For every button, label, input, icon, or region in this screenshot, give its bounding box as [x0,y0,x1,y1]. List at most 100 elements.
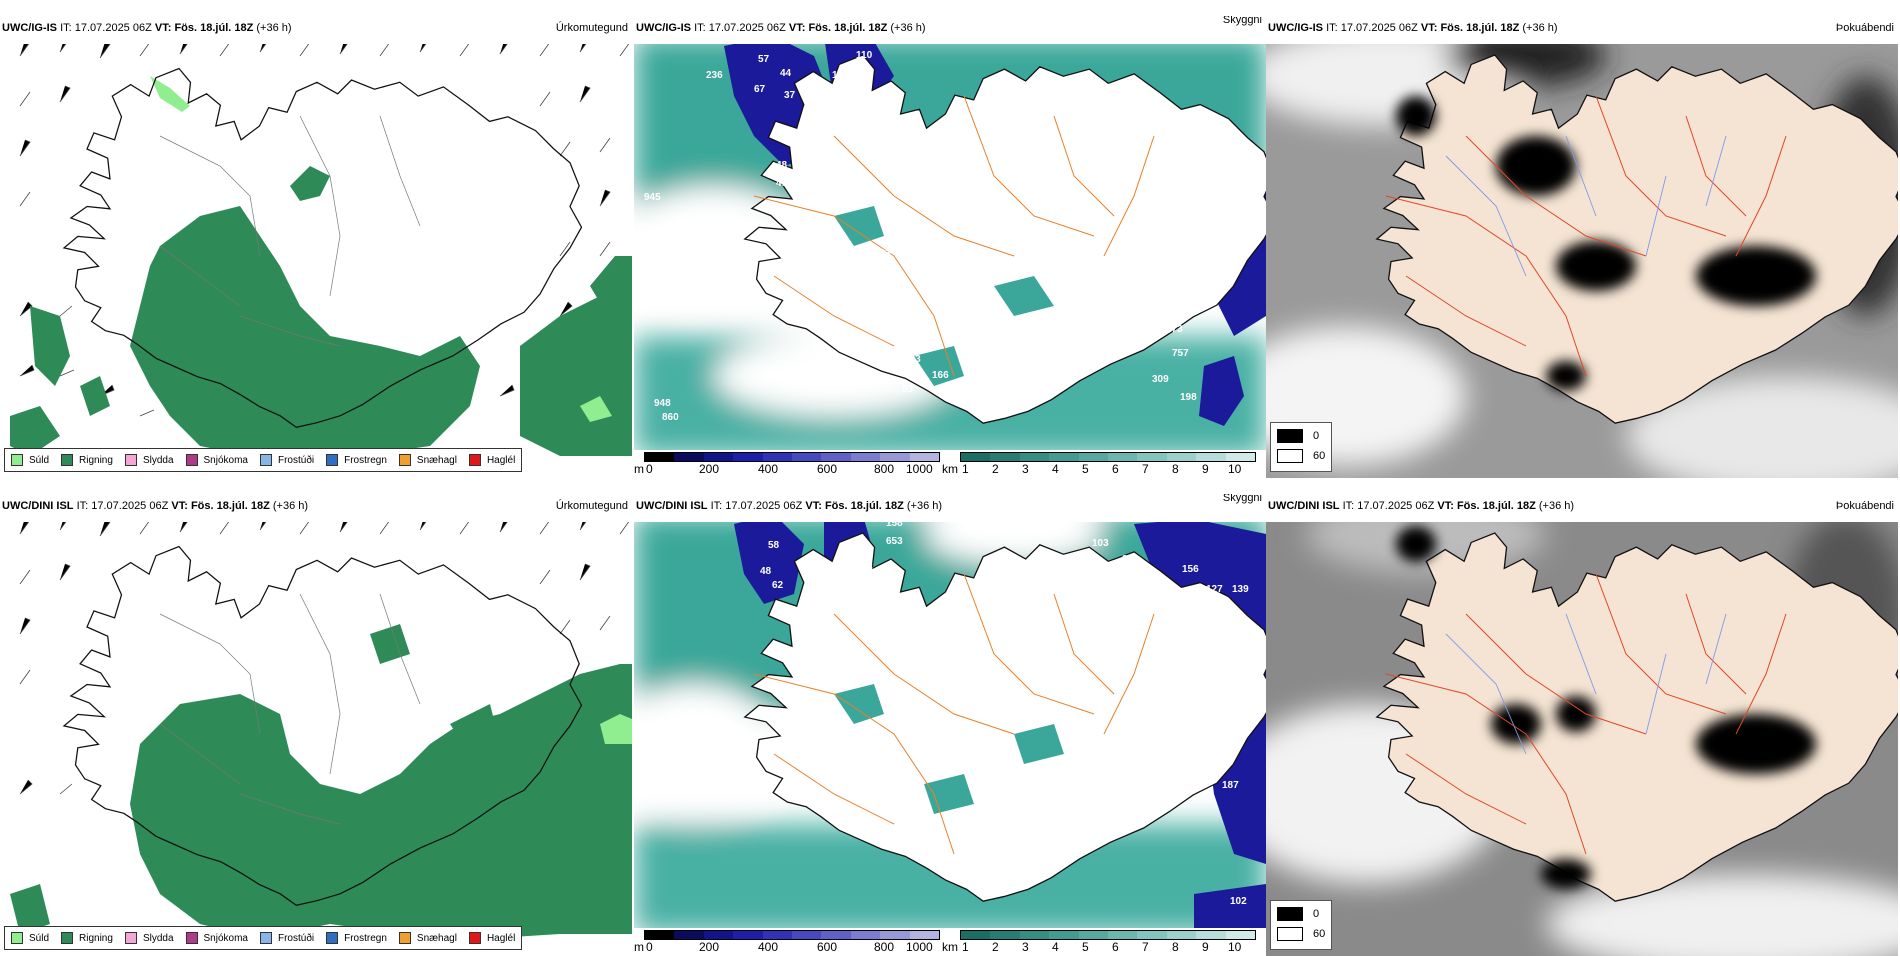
drizzle-areas [150,76,612,422]
visibility-labels: 158 653 58 142 48 188 62 103 84 62 156 1… [760,518,1253,907]
precip-type-legend: Súld Rigning Slydda Snjókoma Frostúði Fr… [4,926,523,950]
colorbar-tick: 600 [817,462,838,476]
visibility-label: 408 [1060,288,1077,299]
colorbar-tick: 3 [1022,940,1029,954]
visibility-label: 62 [1140,574,1152,585]
legend-item-rigning: Rigning [61,932,113,944]
legend-swatch [398,932,411,944]
roads [1385,573,1787,855]
colorbar-tick: 10 [1228,940,1242,954]
field-name: Skyggni [1222,494,1262,504]
legend-swatch [1277,449,1303,463]
colorbar-tick: 4 [1052,940,1059,954]
colorbar-tick: 6 [1112,940,1119,954]
visibility-colorbar: m 0 200 400 600 800 1000 km 1 2 3 4 5 6 … [634,928,1266,956]
colorbar-tick: 800 [874,462,895,476]
fog-patches [1396,96,1816,391]
colorbar-km [960,452,1256,462]
fog-index-map-top [1266,16,1898,478]
visibility-label: 40 [844,268,856,279]
visibility-label: 58 [768,540,780,551]
inland-visibility-patches [834,206,1054,386]
legend-item-sudl: Súld [11,932,49,944]
colorbar-unit-m: m [634,462,644,476]
legend-item-haglel: Haglél [468,932,515,944]
rain-areas [10,624,632,939]
colorbar-meters [644,930,940,940]
visibility-label: 90 [1102,278,1114,289]
visibility-label: 192 [1050,772,1067,783]
legend-swatch [185,932,198,944]
panel-fog-index-top: UWC/IG-IS IT: 17.07.2025 06Z VT: Fös. 18… [1266,16,1898,478]
panel-title: UWC/DINI ISL IT: 17.07.2025 06Z VT: Fös.… [1268,500,1575,512]
colorbar-tick: 0 [646,462,653,476]
legend-swatch [468,932,481,944]
visibility-label: 52 [798,176,810,187]
legend-swatch [11,454,23,466]
visibility-label: 203 [904,354,921,365]
fog-legend-item: 0 [1277,907,1319,921]
visibility-label: 38 [798,122,810,133]
panel-visibility-bottom: 158 653 58 142 48 188 62 103 84 62 156 1… [634,494,1266,956]
visibility-label: 860 [662,412,679,423]
colorbar-tick: 10 [1228,462,1242,476]
colorbar-tick: 7 [1142,462,1149,476]
panel-header: UWC/IG-IS IT: 17.07.2025 06Z VT: Fös. 18… [1266,16,1898,44]
colorbar-tick: 1 [962,940,969,954]
colorbar-tick: 4 [1052,462,1059,476]
visibility-label: 49 [776,178,788,189]
visibility-label: 187 [1222,780,1239,791]
legend-swatch [398,454,411,466]
legend-swatch [124,454,137,466]
visibility-label: 101 [1210,668,1227,679]
colorbar-tick: 9 [1202,940,1209,954]
legend-swatch [61,932,74,944]
visibility-label: 136 [840,86,857,97]
visibility-label: 309 [1152,374,1169,385]
legend-item-rigning: Rigning [61,454,113,466]
colorbar-tick: 9 [1202,462,1209,476]
visibility-label: 89 [896,226,908,237]
visibility-label: 136 [1230,196,1247,207]
fog-index-map-bottom [1266,494,1898,956]
visibility-label: 102 [1194,244,1211,255]
visibility-label: 99 [1210,682,1222,693]
legend-swatch [326,454,339,466]
visibility-label: 156 [1182,564,1199,575]
inland-visibility-patches [834,684,1064,814]
legend-item-frostudi: Frostúði [259,454,314,466]
visibility-label: 102 [1230,896,1247,907]
visibility-label: 188 [856,562,873,573]
visibility-label: 112 [1224,242,1241,253]
precip-type-map-bottom [0,494,632,956]
legend-swatch [1277,907,1303,921]
field-name: Úrkomutegund [555,22,628,34]
roads [159,115,421,347]
roads [1385,95,1787,377]
panel-header: UWC/IG-IS IT: 17.07.2025 06Z VT: Fös. 18… [634,16,1266,44]
fog-patches [1396,526,1816,889]
legend-item-snjokoma: Snjókoma [185,932,248,944]
panel-header: UWC/DINI ISL IT: 17.07.2025 06Z VT: Fös.… [0,494,632,522]
field-name: Þokuábendi [1835,500,1894,512]
visibility-label: 102 [862,100,879,111]
visibility-label: 127 [1206,584,1223,595]
legend-swatch [1277,429,1303,443]
drizzle-areas [600,714,632,744]
panel-precip-type-bottom: UWC/DINI ISL IT: 17.07.2025 06Z VT: Fös.… [0,494,632,956]
colorbar-tick: 200 [699,462,720,476]
legend-swatch [259,932,272,944]
visibility-label: 53 [902,384,914,395]
field-name: Úrkomutegund [555,500,628,512]
fog-legend: 0 60 [1270,422,1332,472]
panel-header: UWC/DINI ISL IT: 17.07.2025 06Z VT: Fös.… [634,494,1266,522]
visibility-label: 53 [1164,756,1176,767]
visibility-label: 50 [814,158,826,169]
legend-swatch [468,454,481,466]
fog-legend-item: 0 [1277,429,1319,443]
legend-item-snaehagl: Snæhagl [398,932,457,944]
colorbar-tick: 8 [1172,940,1179,954]
visibility-label: 63 [1150,264,1162,275]
legend-item-frostregn: Frostregn [326,454,387,466]
colorbar-tick: 400 [758,462,779,476]
